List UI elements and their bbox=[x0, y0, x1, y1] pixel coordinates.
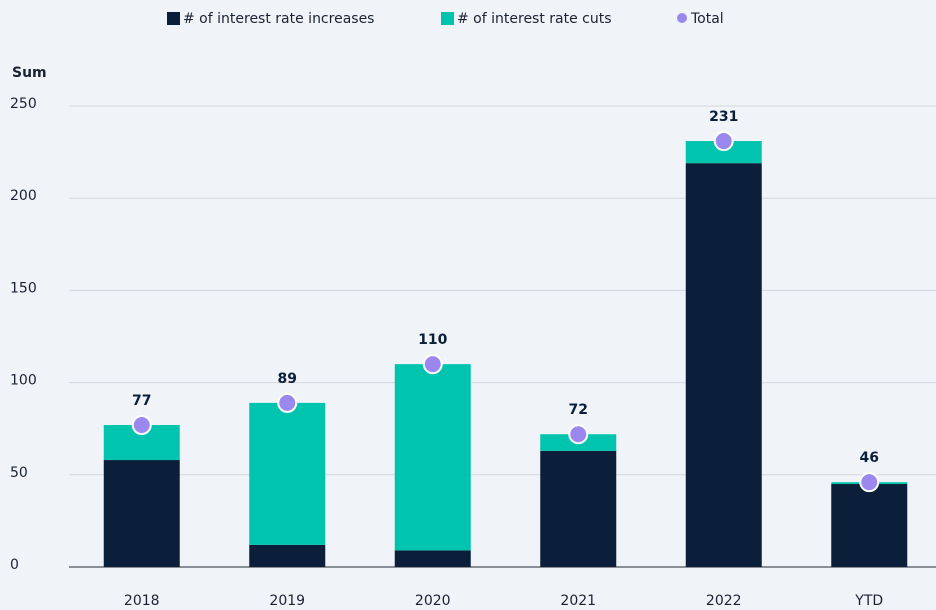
total-point bbox=[422, 354, 443, 375]
legend-swatch bbox=[167, 12, 180, 25]
x-tick-label: 2019 bbox=[269, 593, 305, 609]
legend-label: # of interest rate increases bbox=[183, 11, 374, 27]
bar-segment bbox=[103, 460, 180, 567]
bar-segment bbox=[685, 163, 762, 567]
total-point bbox=[131, 415, 152, 436]
legend-swatch bbox=[441, 12, 454, 25]
y-tick-label: 250 bbox=[10, 96, 37, 112]
total-point bbox=[568, 424, 589, 445]
data-label: 77 bbox=[132, 393, 151, 409]
y-tick-label: 0 bbox=[10, 557, 19, 573]
data-label: 231 bbox=[709, 109, 738, 125]
data-label: 110 bbox=[418, 332, 447, 348]
legend-label: Total bbox=[690, 11, 724, 27]
total-point bbox=[713, 131, 734, 152]
x-tick-label: 2018 bbox=[124, 593, 160, 609]
bar-segment bbox=[394, 364, 471, 551]
y-tick-label: 200 bbox=[10, 188, 37, 204]
x-tick-label: 2020 bbox=[415, 593, 451, 609]
legend-label: # of interest rate cuts bbox=[457, 11, 612, 27]
y-tick-label: 150 bbox=[10, 280, 37, 296]
bar-segment bbox=[249, 544, 326, 567]
data-label: 72 bbox=[569, 402, 588, 418]
legend-swatch bbox=[677, 13, 687, 23]
x-tick-label: 2022 bbox=[706, 593, 742, 609]
bar-segment bbox=[394, 550, 471, 567]
y-tick-label: 100 bbox=[10, 373, 37, 389]
bar-segment bbox=[685, 141, 762, 164]
y-axis-label: Sum bbox=[12, 65, 47, 81]
y-tick-label: 50 bbox=[10, 465, 28, 481]
bar-segment bbox=[540, 450, 617, 567]
data-label: 46 bbox=[860, 450, 879, 466]
x-tick-label: 2021 bbox=[560, 593, 596, 609]
data-label: 89 bbox=[278, 371, 297, 387]
total-point bbox=[859, 472, 880, 493]
total-point bbox=[277, 392, 298, 413]
x-tick-label: YTD bbox=[854, 593, 883, 609]
bar-segment bbox=[249, 402, 326, 545]
bar-segment bbox=[831, 484, 908, 567]
